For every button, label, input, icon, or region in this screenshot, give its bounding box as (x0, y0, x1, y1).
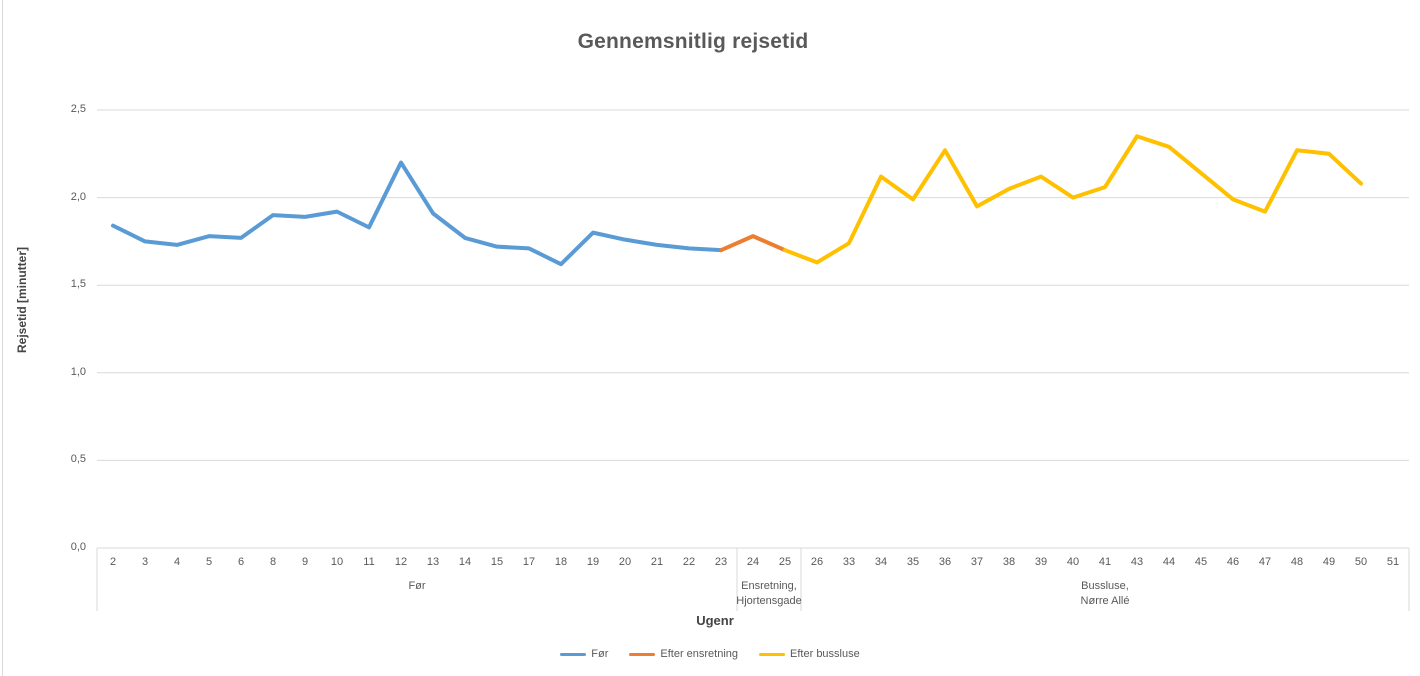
y-tick-label: 2,0 (70, 190, 86, 203)
x-axis-title: Ugenr (696, 613, 734, 628)
x-tick-label: 47 (1258, 556, 1272, 568)
legend-label: Efter bussluse (790, 648, 860, 660)
y-tick-label: 1,5 (70, 278, 86, 291)
legend-item: Før (560, 647, 608, 661)
x-tick-label: 6 (237, 556, 245, 568)
series-line-2 (783, 134, 1363, 265)
x-tick-label: 20 (618, 556, 632, 568)
chart-title: Gennemsnitlig rejsetid (577, 30, 809, 53)
legend-label: Efter ensretning (660, 648, 739, 660)
legend-item: Efter ensretning (629, 647, 738, 661)
x-tick-label: 37 (970, 556, 984, 568)
x-tick-label: 41 (1098, 556, 1112, 568)
y-tick-label: 1,0 (70, 365, 86, 378)
x-tick-label: 46 (1226, 556, 1240, 568)
x-tick-label: 8 (269, 556, 277, 568)
x-tick-label: 36 (938, 556, 952, 568)
x-tick-label: 24 (746, 556, 760, 568)
x-tick-label: 33 (842, 556, 856, 568)
x-tick-label: 25 (778, 556, 792, 568)
x-tick-label: 4 (173, 556, 181, 568)
legend-line-swatch (629, 652, 656, 656)
x-tick-label: 13 (426, 556, 440, 568)
x-tick-label: 45 (1194, 556, 1208, 568)
y-tick-label: 0,5 (70, 453, 86, 466)
x-tick-label: 34 (874, 556, 888, 568)
x-tick-label: 3 (141, 556, 149, 568)
x-tick-label: 26 (810, 556, 824, 568)
x-group-label: Ensretning, Hjortensgade (736, 580, 802, 607)
x-tick-label: 51 (1386, 556, 1400, 568)
y-tick-label: 0,0 (70, 541, 86, 553)
y-tick-label: 2,5 (70, 103, 86, 115)
x-tick-label: 48 (1290, 556, 1304, 568)
x-tick-label: 18 (554, 556, 568, 568)
x-tick-label: 5 (205, 556, 213, 568)
x-tick-label: 49 (1322, 556, 1336, 568)
legend: Før Efter ensretning Efter bussluse (0, 647, 1420, 661)
x-tick-label: 11 (363, 556, 375, 568)
x-tick-label: 43 (1130, 556, 1144, 568)
x-tick-label: 14 (458, 556, 472, 568)
x-tick-label: 9 (301, 556, 309, 568)
legend-line-swatch (759, 652, 786, 656)
x-tick-label: 50 (1354, 556, 1368, 568)
x-tick-label: 10 (330, 556, 344, 568)
x-tick-label: 12 (394, 556, 408, 568)
x-tick-label: 44 (1162, 556, 1176, 568)
x-tick-label: 19 (586, 556, 600, 568)
series-line-1 (719, 234, 787, 253)
x-tick-label: 17 (522, 556, 536, 568)
legend-line-swatch (560, 652, 587, 656)
x-tick-label: 35 (906, 556, 920, 568)
x-group-label: Før (408, 580, 426, 592)
x-group-label: Bussluse, Nørre Allé (1080, 580, 1130, 607)
series-line-0 (111, 160, 723, 267)
x-tick-label: 39 (1034, 556, 1048, 568)
x-tick-label: 21 (650, 556, 664, 568)
x-tick-label: 40 (1066, 556, 1080, 568)
x-tick-label: 23 (714, 556, 728, 568)
x-tick-label: 15 (490, 556, 504, 568)
x-tick-label: 22 (682, 556, 696, 568)
y-axis-title: Rejsetid [minutter] (15, 246, 29, 354)
window-left-border (2, 0, 3, 676)
legend-item: Efter bussluse (759, 647, 860, 661)
x-tick-label: 38 (1002, 556, 1016, 568)
x-tick-label: 2 (109, 556, 117, 568)
legend-label: Før (591, 648, 609, 660)
